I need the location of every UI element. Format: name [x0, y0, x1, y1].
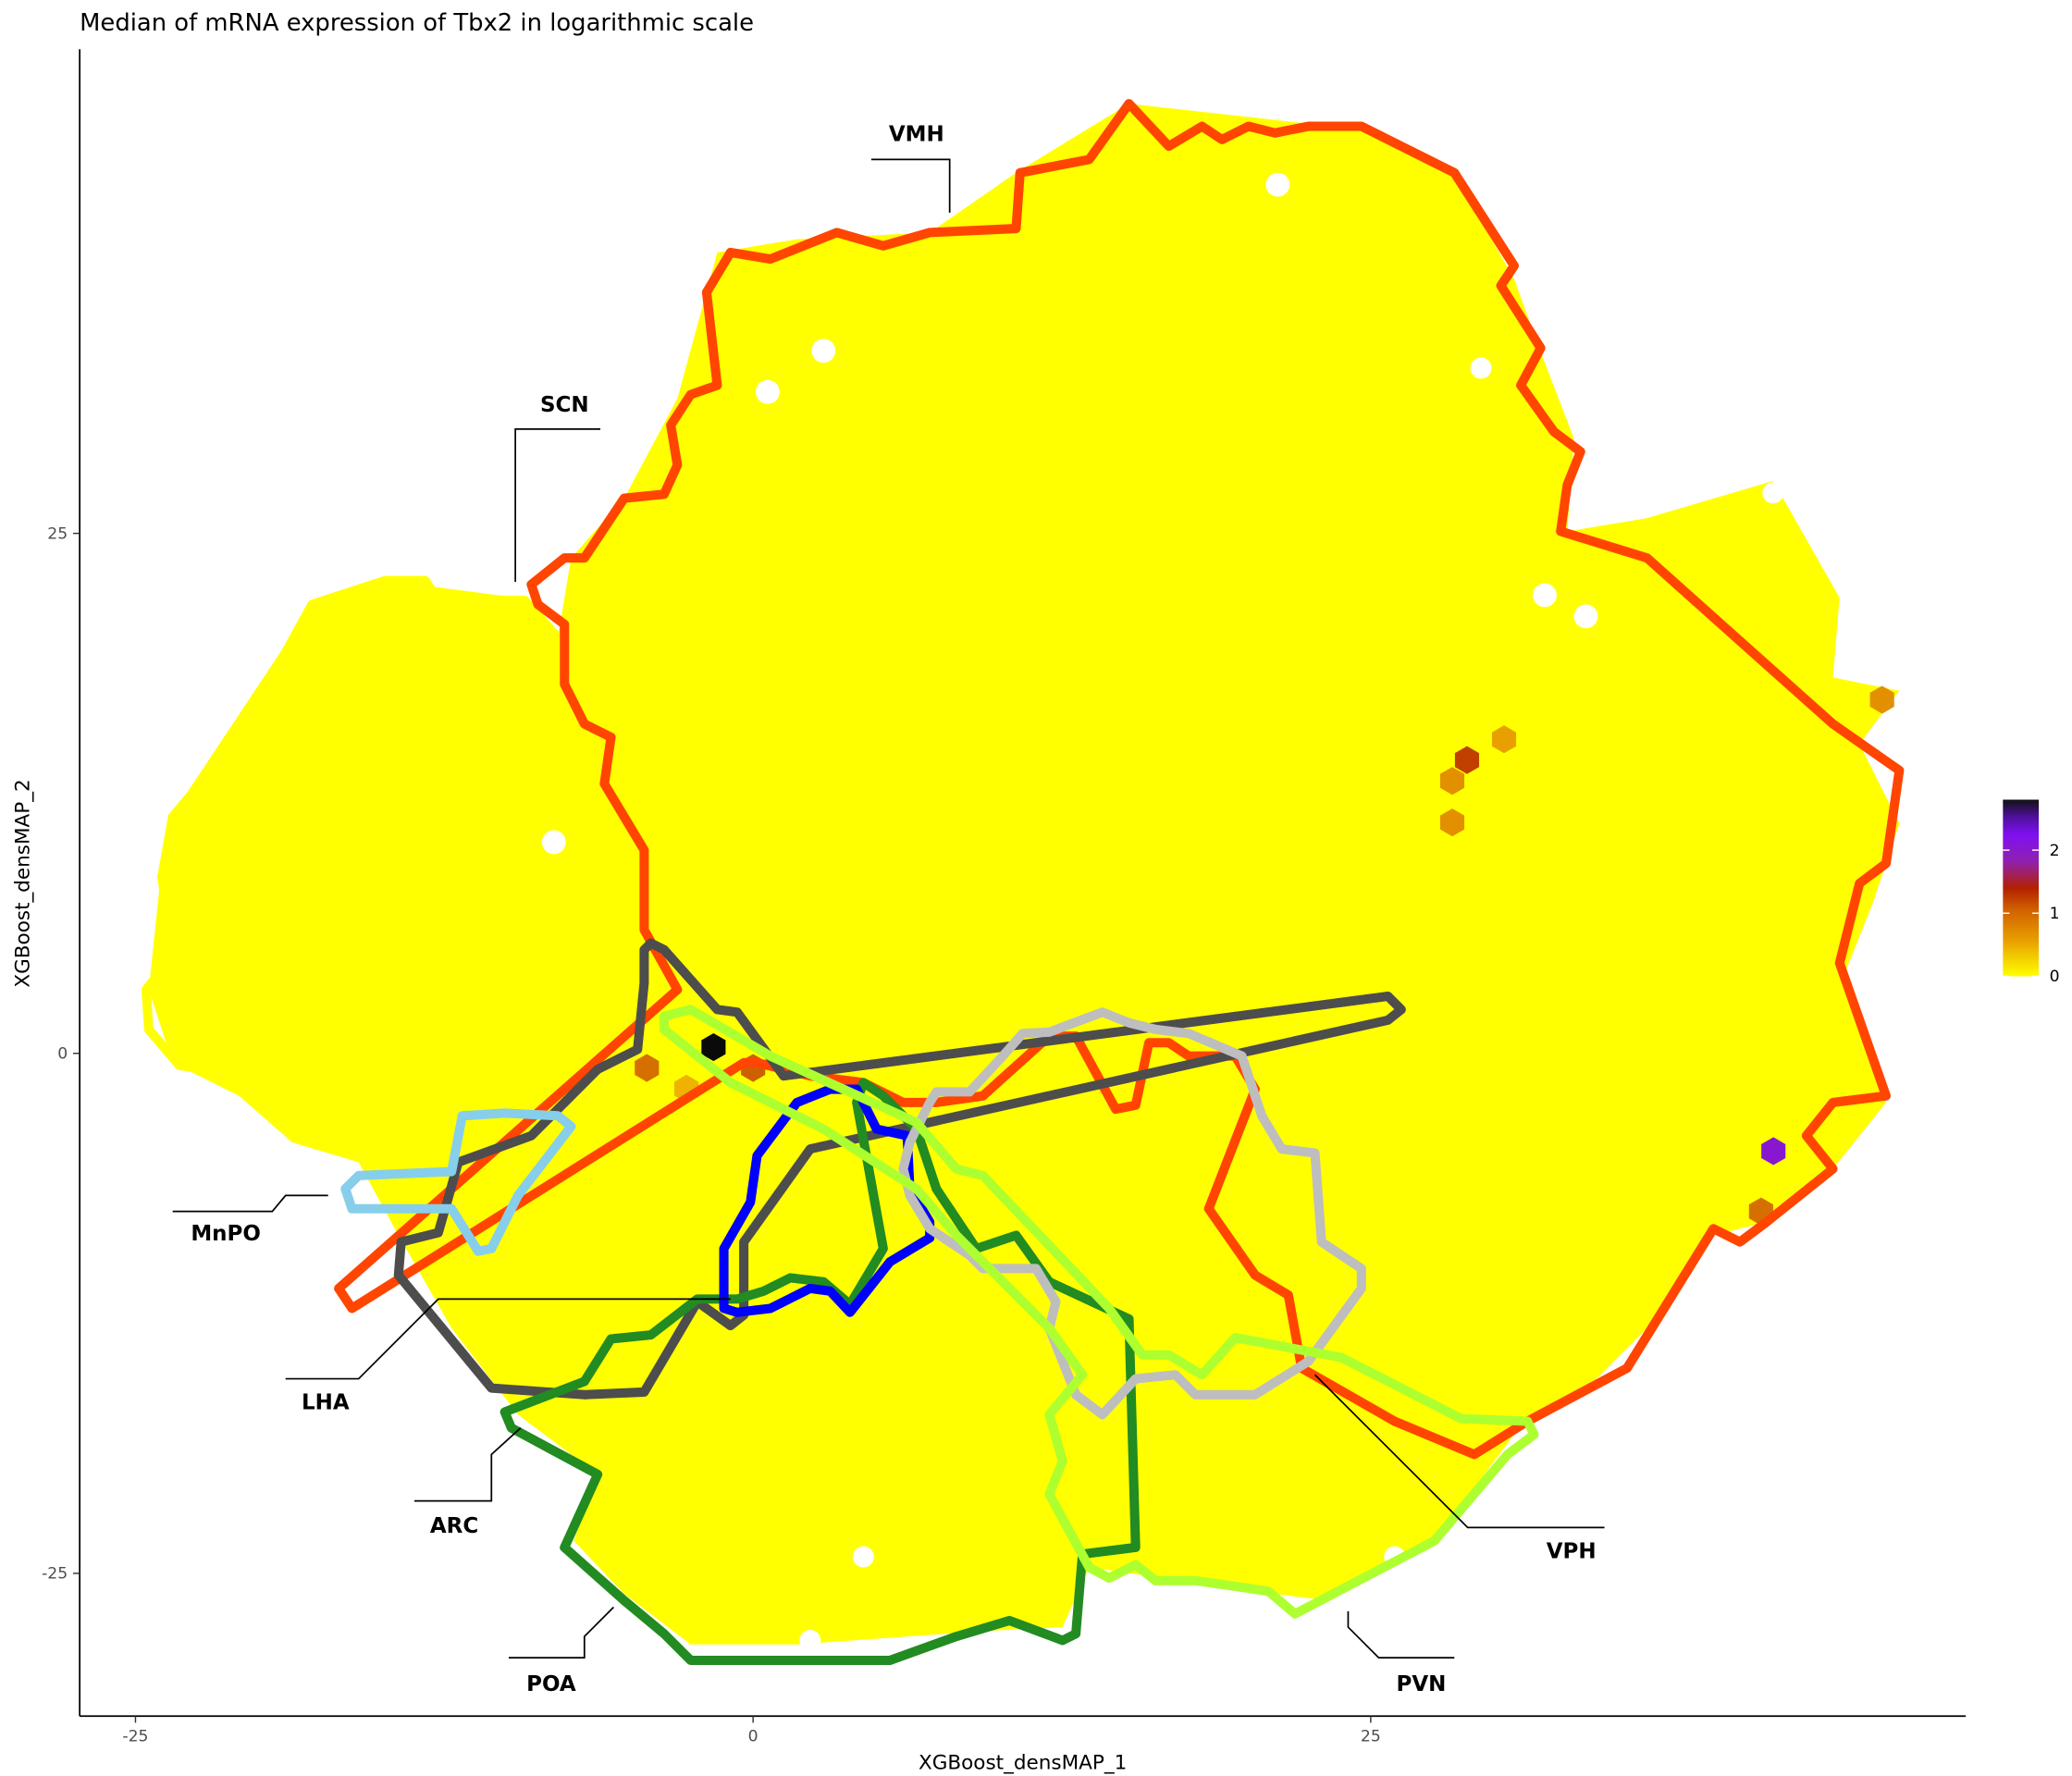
- y-tick-label: 25: [47, 524, 68, 543]
- empty-bins: [541, 172, 1784, 1651]
- hex-bin: [1491, 725, 1517, 754]
- region-label-mnpo: MnPO: [191, 1222, 261, 1246]
- colorbar-tick-label: 0: [2050, 968, 2060, 986]
- region-label-vph: VPH: [1547, 1539, 1597, 1563]
- region-outline-arc-poa: [500, 1078, 1141, 1665]
- hexbin-nonzero-bins: [635, 685, 1894, 1226]
- leader-line-pvn: [1347, 1610, 1455, 1659]
- colorbar-tick-label: 1: [2050, 905, 2060, 923]
- leader-line-arc: [414, 1427, 522, 1502]
- y-axis-title: XGBoost_densMAP_2: [12, 779, 35, 987]
- region-label-poa: POA: [526, 1672, 576, 1696]
- region-label-pvn: PVN: [1396, 1672, 1446, 1696]
- hex-bin: [635, 1054, 660, 1082]
- hex-bin: [1869, 685, 1894, 714]
- x-axis-title: XGBoost_densMAP_1: [919, 1752, 1127, 1775]
- region-outline-pvn: [659, 1005, 1539, 1619]
- hex-bin: [1454, 746, 1480, 774]
- hex-bin: [1439, 767, 1465, 796]
- region-outline-vmh: [334, 99, 1905, 1460]
- region-label-scn: SCN: [540, 393, 589, 417]
- hex-bin: [701, 1032, 726, 1062]
- x-tick-label: 0: [748, 1728, 758, 1746]
- region-label-arc: ARC: [430, 1514, 478, 1538]
- region-label-lha: LHA: [302, 1391, 350, 1415]
- leader-line-scn: [514, 428, 601, 583]
- x-tick-label: 25: [1361, 1728, 1381, 1746]
- hex-bin: [1439, 808, 1465, 837]
- leader-line-mnpo: [172, 1194, 328, 1213]
- colorbar-tick-label: 2: [2050, 842, 2060, 860]
- y-tick-label: -25: [42, 1565, 68, 1584]
- region-label-vmh: VMH: [889, 122, 944, 146]
- colorbar: [2003, 799, 2040, 977]
- hexbin-area: [148, 104, 1900, 1645]
- region-outline-mnpo: [340, 1108, 576, 1256]
- leader-line-poa: [508, 1606, 614, 1659]
- leader-line-lha: [285, 1298, 731, 1380]
- x-tick-label: -25: [122, 1728, 148, 1746]
- hex-bin: [1761, 1137, 1786, 1166]
- leader-line-vph: [1314, 1374, 1605, 1529]
- y-tick-label: 0: [57, 1045, 68, 1064]
- chart-title: Median of mRNA expression of Tbx2 in log…: [80, 9, 754, 37]
- leader-line-vmh: [870, 158, 951, 213]
- region-outline-vph: [898, 1007, 1366, 1420]
